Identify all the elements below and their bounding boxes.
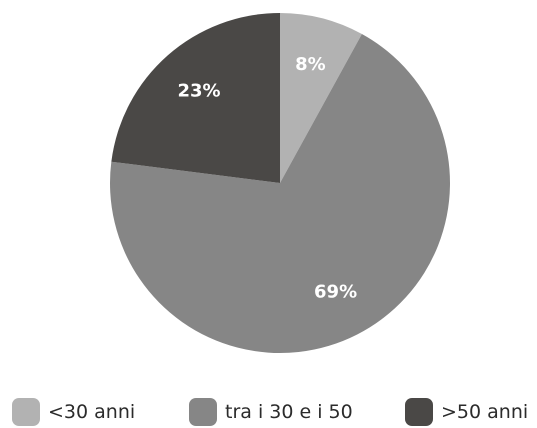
legend-item-over-50: >50 anni	[405, 398, 528, 426]
legend-label-30-to-50: tra i 30 e i 50	[225, 401, 353, 423]
legend-swatch-30-to-50	[189, 398, 217, 426]
pie-slice-under-30	[280, 13, 362, 183]
pie-slice-over-50	[111, 13, 280, 183]
pie-slice-30-to-50	[109, 34, 451, 353]
pie-data-labels: 8% 69% 23%	[178, 54, 358, 303]
data-label-under-30: 8%	[295, 54, 326, 75]
legend-swatch-under-30	[12, 398, 40, 426]
legend-label-under-30: <30 anni	[48, 401, 136, 423]
legend-item-30-to-50: tra i 30 e i 50	[189, 398, 353, 426]
pie-slices	[109, 13, 451, 353]
pie-chart: 8% 69% 23%	[109, 13, 451, 353]
legend-swatch-over-50	[405, 398, 433, 426]
legend-label-over-50: >50 anni	[441, 401, 529, 423]
legend-item-under-30: <30 anni	[12, 398, 135, 426]
data-label-over-50: 23%	[178, 81, 221, 102]
data-label-30-to-50: 69%	[314, 282, 357, 303]
legend: <30 anni tra i 30 e i 50 >50 anni	[0, 398, 537, 428]
